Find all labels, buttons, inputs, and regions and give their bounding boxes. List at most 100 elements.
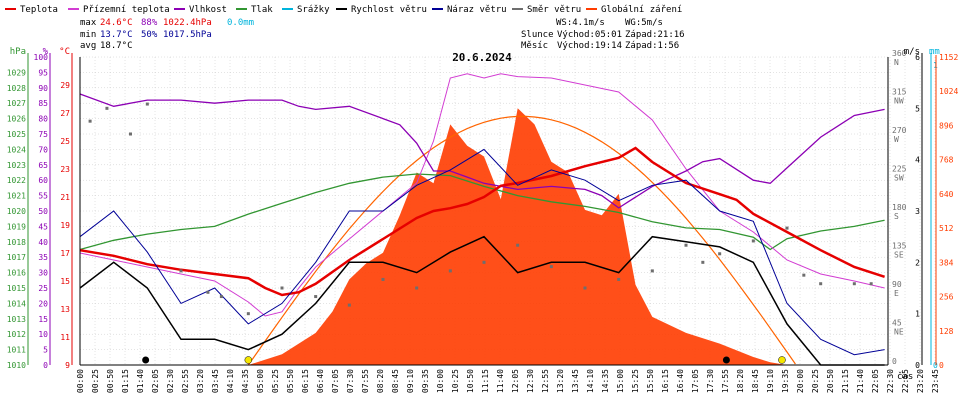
x-tick-label: 18:20	[736, 369, 745, 393]
wind-direction-point	[179, 269, 183, 273]
x-tick-label: 20:00	[796, 369, 805, 393]
pressure-axis-tick: 1026	[7, 115, 26, 124]
temperature-axis-tick: 19	[60, 221, 70, 230]
temperature-axis-tick: 13	[60, 305, 70, 314]
wind-direction-tick-letter: W	[894, 135, 899, 144]
x-tick-label: 03:20	[196, 369, 205, 393]
humidity-axis-tick: 15	[38, 315, 48, 324]
wind-direction-point	[852, 282, 856, 286]
stats-rain: 0.0mm	[227, 18, 254, 28]
humidity-axis-tick: 50	[38, 207, 48, 216]
wind-direction-tick: 270	[892, 126, 907, 135]
humidity-axis-tick: 40	[38, 238, 48, 247]
axes: hPa1010101110121013101410151016101710181…	[7, 47, 959, 370]
wind-direction-point	[206, 290, 210, 294]
x-tick-label: 16:15	[661, 369, 670, 393]
wind-direction-tick: 225	[892, 165, 907, 174]
wind-direction-tick: 0	[892, 357, 897, 366]
stats-min-press: 1017.5hPa	[163, 30, 212, 40]
x-tick-label: 07:55	[361, 369, 370, 393]
pressure-axis-tick: 1018	[7, 238, 26, 247]
x-tick-label: 20:50	[826, 369, 835, 393]
x-tick-label: 12:30	[526, 369, 535, 393]
wind-ws: WS:4.1m/s	[556, 18, 605, 28]
sun-label: Slunce	[521, 30, 554, 40]
pressure-axis-tick: 1017	[7, 253, 26, 262]
radiation-tick: 128	[939, 327, 954, 336]
stats-avg-temp: 18.7°C	[100, 41, 133, 51]
x-tick-label: 05:00	[256, 369, 265, 393]
wind-direction-point	[219, 295, 223, 299]
series-line-přízemní-teplota	[79, 73, 885, 317]
wind-direction-tick: 360	[892, 49, 907, 58]
temperature-axis-tick: 21	[60, 193, 70, 202]
radiation-area	[248, 108, 788, 366]
pressure-axis-tick: 1023	[7, 161, 26, 170]
x-tick-label: 06:40	[316, 369, 325, 393]
pressure-axis-tick: 1029	[7, 68, 26, 77]
x-tick-label: 13:20	[556, 369, 565, 393]
humidity-axis-tick: 45	[38, 222, 48, 231]
wind-direction-tick-letter: E	[894, 289, 899, 298]
wind-direction-point	[129, 132, 132, 136]
x-tick-label: 01:40	[136, 369, 145, 393]
legend-label: Srážky	[297, 5, 330, 15]
x-tick-label: 03:45	[211, 369, 220, 393]
moon-label: Měsíc	[521, 41, 548, 51]
radiation-tick: 1152	[939, 53, 958, 62]
humidity-axis-tick: 95	[38, 68, 48, 77]
wind-direction-point	[145, 102, 149, 106]
stats-min-label: min	[80, 30, 96, 40]
legend-label: Vlhkost	[189, 5, 227, 15]
wind-direction-point	[701, 260, 705, 264]
radiation-tick: 512	[939, 224, 954, 233]
wind-direction-tick: 315	[892, 88, 907, 97]
time-axis-label: čas	[897, 371, 913, 382]
wind-speed-tick: 1	[915, 310, 920, 319]
series-layer	[79, 73, 885, 366]
x-tick-label: 01:15	[121, 369, 130, 393]
wind-direction-point	[516, 243, 520, 247]
x-tick-label: 02:30	[166, 369, 175, 393]
rain-axis-label: mm	[929, 47, 940, 57]
sun-moon-block: WS:4.1m/s WG:5m/s Slunce Východ:05:01 Zá…	[521, 18, 685, 51]
sun-marker	[778, 356, 786, 364]
series-line-tlak	[79, 173, 885, 251]
humidity-axis-tick: 85	[38, 99, 48, 108]
moon-set: Západ:1:56	[625, 41, 679, 51]
wind-direction-point	[684, 243, 688, 247]
radiation-tick: 896	[939, 121, 954, 130]
temperature-axis-tick: 23	[60, 165, 70, 174]
x-tick-label: 08:20	[376, 369, 385, 393]
humidity-axis-tick: 75	[38, 130, 48, 139]
wind-direction-tick-letter: NE	[894, 328, 904, 337]
legend-label: Tlak	[251, 5, 273, 15]
temperature-axis-tick: 27	[60, 109, 70, 118]
pressure-axis-tick: 1019	[7, 222, 26, 231]
x-tick-label: 22:05	[871, 369, 880, 393]
wind-speed-tick: 0	[915, 361, 920, 370]
pressure-axis-tick: 1011	[7, 346, 26, 355]
humidity-axis-tick: 20	[38, 299, 48, 308]
pressure-axis-tick: 1027	[7, 99, 26, 108]
pressure-axis-tick: 1012	[7, 330, 26, 339]
radiation-tick: 256	[939, 293, 954, 302]
legend-label: Přízemní teplota	[83, 5, 170, 15]
x-tick-label: 02:05	[151, 369, 160, 393]
x-tick-label: 23:20	[916, 369, 925, 393]
x-tick-label: 11:40	[496, 369, 505, 393]
wind-direction-point	[448, 269, 452, 273]
humidity-axis-tick: 30	[38, 269, 48, 278]
x-tick-label: 19:35	[781, 369, 790, 393]
wind-direction-point	[280, 286, 284, 290]
wind-direction-point	[617, 277, 621, 281]
moon-rise: Východ:19:14	[557, 41, 622, 51]
chart-date-title: 20.6.2024	[452, 51, 512, 64]
series-line-náraz-větru	[79, 148, 885, 356]
wind-direction-point	[751, 239, 755, 243]
wind-speed-tick: 6	[915, 53, 920, 62]
legend: Teplota Přízemní teplota Vlhkost Tlak Srážky…	[5, 5, 682, 15]
pressure-axis-tick: 1020	[7, 207, 26, 216]
x-tick-label: 13:45	[571, 369, 580, 393]
x-tick-label: 21:40	[856, 369, 865, 393]
